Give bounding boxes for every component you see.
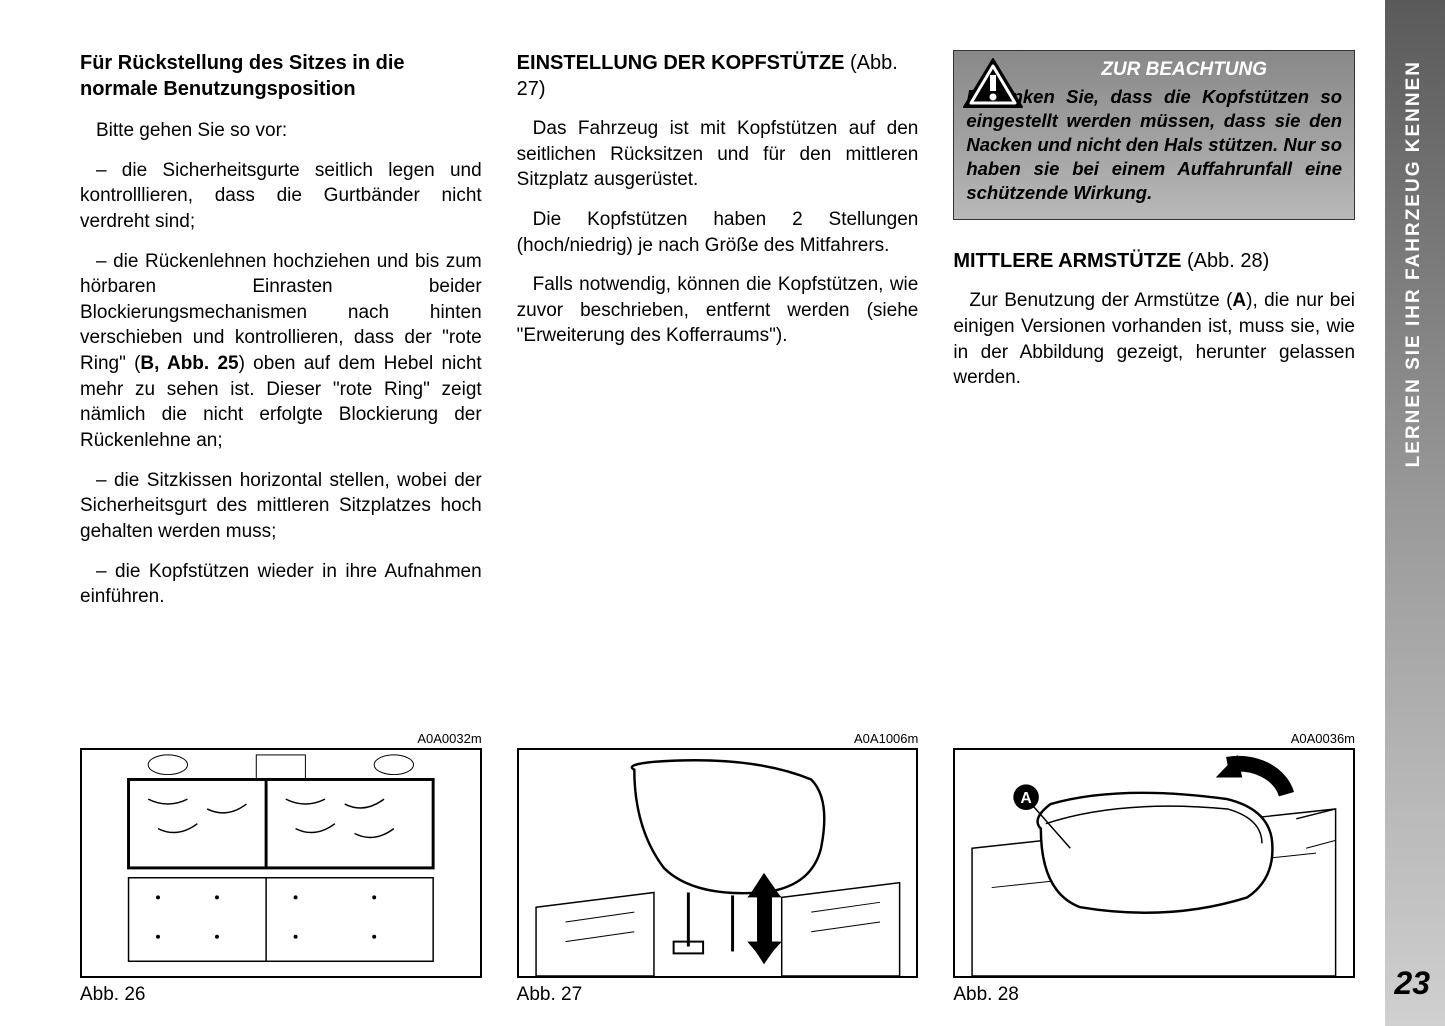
col1-p1: Bitte gehen Sie so vor: [80, 118, 482, 144]
warning-box: ZUR BEACHTUNG Bedenken Sie, dass die Kop… [953, 50, 1355, 220]
col2-p1: Das Fahrzeug ist mit Kopfstützen auf den… [517, 116, 919, 193]
warning-triangle-icon [962, 57, 1024, 111]
figure-27-image [517, 748, 919, 978]
figures-row: A0A0032m [80, 731, 1355, 1006]
figure-28-image: A [953, 748, 1355, 978]
figure-26-image [80, 748, 482, 978]
text-columns: Für Rückstellung des Sitzes in die norma… [80, 50, 1355, 711]
col2-title: EINSTELLUNG DER KOPFSTÜTZE (Abb. 27) [517, 50, 919, 102]
figure-26-id: A0A0032m [80, 731, 482, 746]
figure-27-id: A0A1006m [517, 731, 919, 746]
svg-text:A: A [1021, 790, 1032, 807]
figure-27-caption: Abb. 27 [517, 984, 919, 1006]
col1-p4: – die Sitzkissen horizontal stellen, wob… [80, 468, 482, 545]
col1-p2: – die Sicherheitsgurte seitlich legen un… [80, 158, 482, 235]
col2-p3: Falls notwendig, können die Kopfstützen,… [517, 272, 919, 349]
figure-28-caption: Abb. 28 [953, 984, 1355, 1006]
warning-title: ZUR BEACHTUNG [1026, 59, 1342, 81]
page-number: 23 [1394, 965, 1430, 1002]
figure-26-caption: Abb. 26 [80, 984, 482, 1006]
col3-title: MITTLERE ARMSTÜTZE (Abb. 28) [953, 248, 1355, 274]
col1-p3: – die Rückenlehnen hochziehen und bis zu… [80, 249, 482, 454]
column-2: EINSTELLUNG DER KOPFSTÜTZE (Abb. 27) Das… [517, 50, 919, 711]
column-1: Für Rückstellung des Sitzes in die norma… [80, 50, 482, 711]
page-container: Für Rückstellung des Sitzes in die norma… [0, 0, 1445, 1026]
col2-p2: Die Kopfstützen haben 2 Stellungen (hoch… [517, 207, 919, 258]
figure-28-id: A0A0036m [953, 731, 1355, 746]
figure-27: A0A1006m [517, 731, 919, 1006]
col3-p1: Zur Benutzung der Armstütze (A), die nur… [953, 288, 1355, 391]
col1-p5: – die Kopfstützen wieder in ihre Aufnahm… [80, 559, 482, 610]
column-3: ZUR BEACHTUNG Bedenken Sie, dass die Kop… [953, 50, 1355, 711]
sidebar-title: LERNEN SIE IHR FAHRZEUG KENNEN [1403, 60, 1425, 467]
sidebar-tab: LERNEN SIE IHR FAHRZEUG KENNEN 23 [1385, 0, 1445, 1026]
content-area: Für Rückstellung des Sitzes in die norma… [0, 0, 1385, 1026]
col1-heading: Für Rückstellung des Sitzes in die norma… [80, 50, 482, 102]
figure-26: A0A0032m [80, 731, 482, 1006]
figure-28: A0A0036m A [953, 731, 1355, 1006]
